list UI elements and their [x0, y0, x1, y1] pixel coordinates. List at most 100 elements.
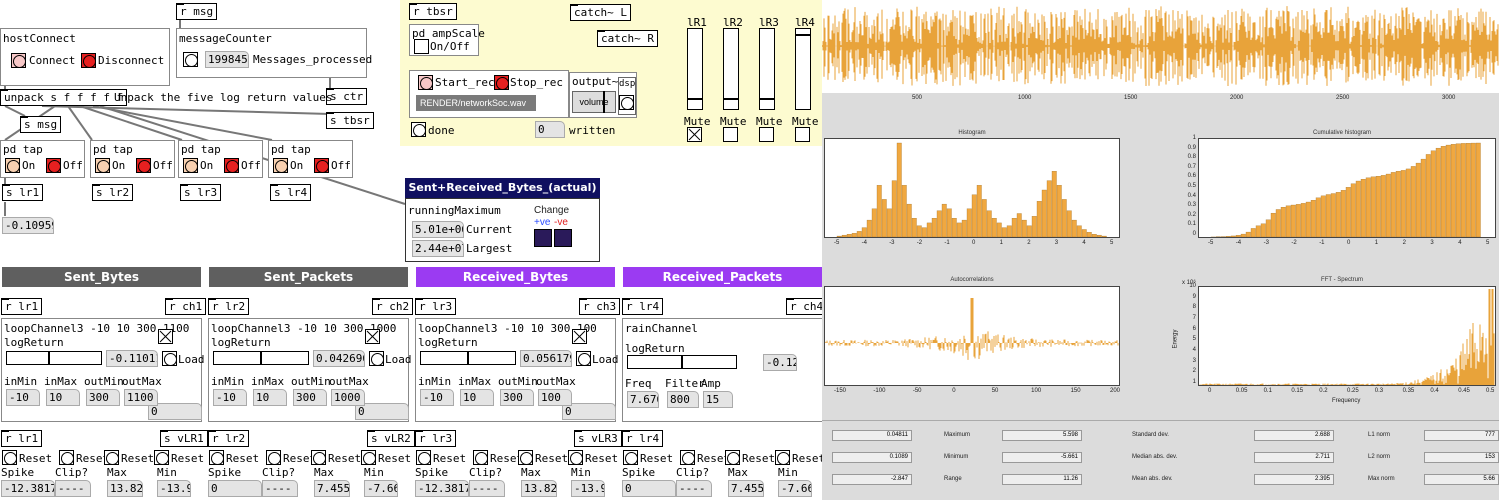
log-return-slider[interactable] [6, 351, 102, 365]
r-ch-object[interactable]: r ch2 [372, 298, 414, 315]
volume-knob[interactable] [603, 91, 605, 113]
channel-toggle[interactable] [365, 329, 380, 344]
vlr-spike-value[interactable]: 0 [622, 480, 676, 497]
reset-bang[interactable] [361, 450, 376, 465]
vlr-min-value[interactable]: -7.66 [364, 480, 398, 497]
catch-l-object[interactable]: catch~ L [570, 4, 631, 21]
param-value[interactable]: -10 [213, 389, 247, 406]
param-value[interactable]: 10 [460, 389, 494, 406]
volume-slider[interactable]: volume [572, 91, 616, 113]
r-lr-object[interactable]: r lr2 [208, 298, 250, 315]
reset-bang[interactable] [473, 450, 488, 465]
param-value[interactable]: 1100 [124, 389, 158, 406]
level-slider-knob[interactable] [688, 98, 702, 100]
messages-processed-value[interactable]: 199845 [205, 51, 249, 68]
catch-r-object[interactable]: catch~ R [597, 30, 658, 47]
param-value[interactable]: 300 [86, 389, 120, 406]
param-value[interactable]: 300 [500, 389, 534, 406]
vlr-s-object[interactable]: s vLR2 [367, 430, 415, 447]
lr1-output-value[interactable]: -0.10959 [2, 217, 54, 234]
log-return-slider-knob[interactable] [467, 352, 469, 364]
reset-bang[interactable] [2, 450, 17, 465]
dsp-toggle[interactable] [619, 95, 634, 110]
tap-on-button[interactable] [273, 158, 288, 173]
log-return-slider-knob[interactable] [48, 352, 50, 364]
tap-send-object[interactable]: s lr2 [92, 184, 134, 201]
tap-off-button[interactable] [314, 158, 329, 173]
done-bang[interactable] [411, 122, 426, 137]
vlr-s-object[interactable]: s vLR1 [160, 430, 208, 447]
level-slider-1[interactable] [687, 28, 703, 110]
mute-toggle[interactable] [723, 127, 738, 142]
channel-out-value[interactable]: 0 [355, 403, 409, 420]
level-slider-knob[interactable] [724, 98, 738, 100]
vlr-r-object[interactable]: r lr3 [415, 430, 457, 447]
log-return-value[interactable]: 0.056179 [520, 350, 572, 367]
tap-send-object[interactable]: s lr1 [2, 184, 44, 201]
r-ch-object[interactable]: r ch4 [786, 298, 828, 315]
reset-bang[interactable] [59, 450, 74, 465]
param-value[interactable]: 300 [293, 389, 327, 406]
log-return-value[interactable]: 0.042696 [313, 350, 365, 367]
s-msg-object[interactable]: s msg [20, 116, 62, 133]
vlr-max-value[interactable]: 7.455 [314, 480, 350, 497]
load-bang[interactable] [369, 351, 384, 366]
vlr-min-value[interactable]: -13.9 [571, 480, 605, 497]
reset-bang[interactable] [266, 450, 281, 465]
param-value[interactable]: 1000 [331, 389, 365, 406]
log-return-value[interactable]: -0.11011 [106, 350, 158, 367]
param-value[interactable]: 15 [703, 391, 733, 408]
vlr-min-value[interactable]: -13.9 [157, 480, 191, 497]
vlr-max-value[interactable]: 13.82 [521, 480, 557, 497]
vlr-r-object[interactable]: r lr2 [208, 430, 250, 447]
reset-bang[interactable] [680, 450, 695, 465]
tap-on-button[interactable] [5, 158, 20, 173]
vlr-max-value[interactable]: 7.455 [728, 480, 764, 497]
tap-off-button[interactable] [46, 158, 61, 173]
level-slider-3[interactable] [759, 28, 775, 110]
tap-send-object[interactable]: s lr3 [180, 184, 222, 201]
log-return-slider[interactable] [213, 351, 309, 365]
connect-button[interactable] [11, 53, 26, 68]
log-return-slider[interactable] [420, 351, 516, 365]
r-lr-object[interactable]: r lr4 [622, 298, 664, 315]
unpack-object[interactable]: unpack s f f f f f [0, 89, 128, 106]
log-return-slider-knob[interactable] [260, 352, 262, 364]
reset-bang[interactable] [104, 450, 119, 465]
mute-toggle[interactable] [759, 127, 774, 142]
r-tbsr-object[interactable]: r tbsr [409, 3, 457, 20]
mute-toggle[interactable] [687, 127, 702, 142]
reset-bang[interactable] [154, 450, 169, 465]
stop-rec-button[interactable] [494, 75, 509, 90]
reset-bang[interactable] [725, 450, 740, 465]
param-value[interactable]: 800 [667, 391, 699, 408]
reset-bang[interactable] [518, 450, 533, 465]
channel-toggle[interactable] [572, 329, 587, 344]
r-msg-object[interactable]: r msg [176, 3, 218, 20]
channel-out-value[interactable]: 0 [148, 403, 202, 420]
r-ch-object[interactable]: r ch3 [579, 298, 621, 315]
vlr-spike-value[interactable]: -12.3817 [415, 480, 469, 497]
s-tbsr-object[interactable]: s tbsr [326, 112, 374, 129]
reset-bang[interactable] [568, 450, 583, 465]
r-ch-object[interactable]: r ch1 [165, 298, 207, 315]
tap-on-button[interactable] [183, 158, 198, 173]
vlr-s-object[interactable]: s vLR3 [574, 430, 622, 447]
param-value[interactable]: 10 [46, 389, 80, 406]
s-ctr-object[interactable]: s ctr [326, 88, 368, 105]
load-bang[interactable] [162, 351, 177, 366]
vlr-clip-value[interactable]: ---- [262, 480, 298, 497]
channel-out-value[interactable]: 0 [562, 403, 616, 420]
level-slider-knob[interactable] [760, 98, 774, 100]
reset-bang[interactable] [311, 450, 326, 465]
vlr-spike-value[interactable]: 0 [208, 480, 262, 497]
level-slider-knob[interactable] [796, 34, 810, 36]
vlr-r-object[interactable]: r lr1 [1, 430, 43, 447]
reset-bang[interactable] [416, 450, 431, 465]
vlr-max-value[interactable]: 13.82 [107, 480, 143, 497]
log-return-slider-knob[interactable] [681, 356, 683, 368]
load-bang[interactable] [576, 351, 591, 366]
vlr-spike-value[interactable]: -12.3817 [1, 480, 55, 497]
largest-value[interactable]: 2.44e+07 [412, 240, 464, 257]
param-value[interactable]: -10 [420, 389, 454, 406]
